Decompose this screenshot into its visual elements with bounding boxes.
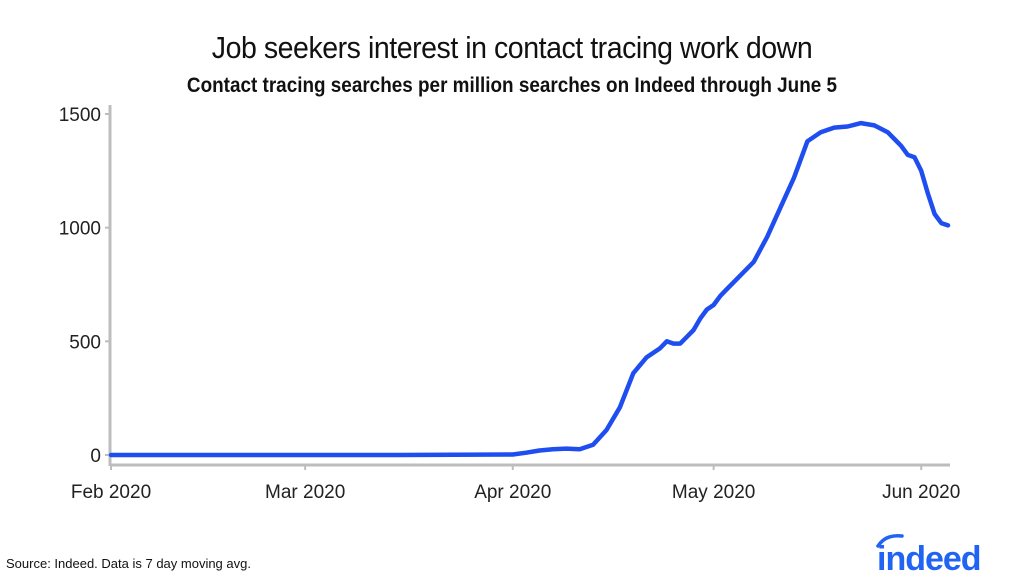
y-tick-label: 1500 xyxy=(59,105,101,126)
x-tick-label: May 2020 xyxy=(672,482,755,503)
logo-text: indeed xyxy=(877,540,981,574)
source-note: Source: Indeed. Data is 7 day moving avg… xyxy=(6,556,251,571)
x-tick-label: Jun 2020 xyxy=(882,482,960,503)
x-tick-label: Mar 2020 xyxy=(265,482,345,503)
x-tick-label: Apr 2020 xyxy=(474,482,551,503)
indeed-logo: indeed xyxy=(876,533,982,574)
y-tick-label: 0 xyxy=(90,446,101,467)
logo-arc-icon xyxy=(876,533,904,548)
x-axis: Feb 2020 Mar 2020 Apr 2020 May 2020 Jun 2020 xyxy=(71,463,960,503)
chart-title: Job seekers interest in contact tracing … xyxy=(211,30,813,65)
y-tick-label: 1000 xyxy=(59,219,101,240)
chart-subtitle: Contact tracing searches per million sea… xyxy=(186,74,838,97)
y-tick-label: 500 xyxy=(69,332,101,353)
x-tick-label: Feb 2020 xyxy=(71,482,151,503)
series-line xyxy=(108,120,951,458)
y-axis: 0 500 1000 1500 xyxy=(59,105,112,467)
